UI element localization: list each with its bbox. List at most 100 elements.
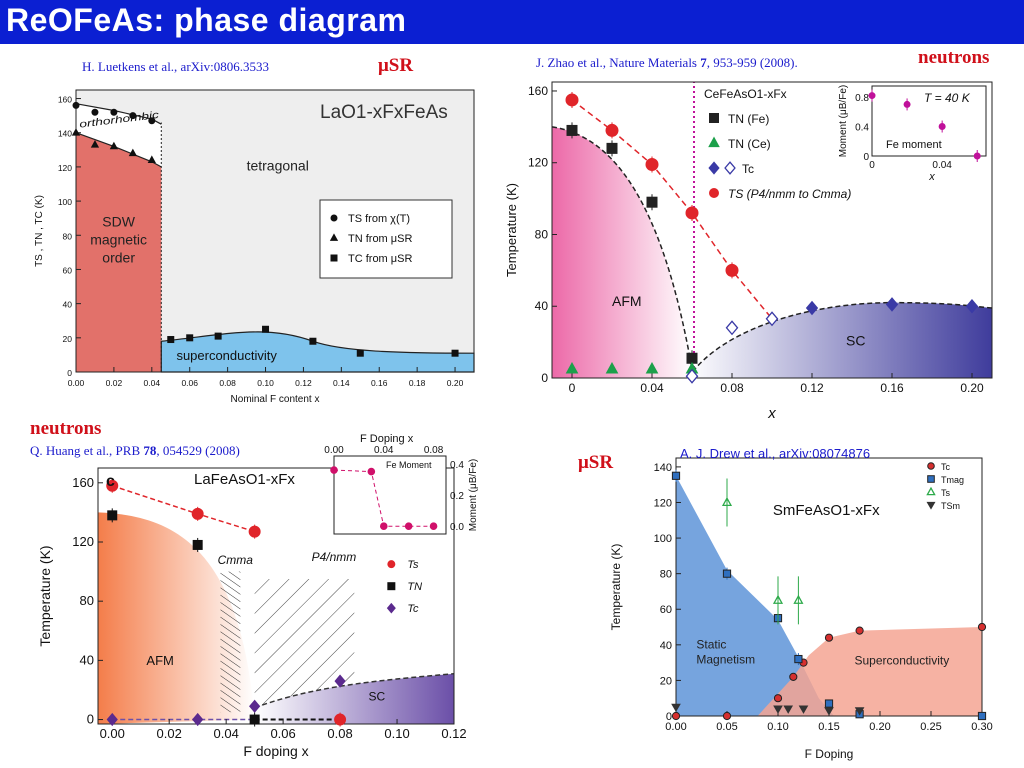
br-point bbox=[722, 569, 732, 578]
tl-point bbox=[129, 112, 137, 120]
bl-x-axis-label: F doping x bbox=[243, 743, 308, 759]
tr-sc-region bbox=[688, 302, 992, 378]
tl-point bbox=[71, 128, 81, 136]
br-point bbox=[721, 496, 733, 507]
br-x-axis-label: F Doping bbox=[805, 747, 854, 761]
bl-point bbox=[191, 507, 204, 520]
bl-y-axis-label: Temperature (K) bbox=[37, 545, 53, 646]
bl-point bbox=[192, 539, 203, 550]
tr-legend-marker bbox=[709, 113, 719, 123]
bl-inset-label: Fe Moment bbox=[386, 460, 432, 470]
br-legend-marker bbox=[926, 501, 936, 510]
br-sc-region bbox=[757, 627, 982, 716]
tr-inset-point bbox=[868, 92, 876, 100]
bl-x-tick-label: 0.02 bbox=[157, 726, 182, 741]
br-sc-label: Superconductivity bbox=[855, 653, 950, 667]
tr-point bbox=[646, 196, 658, 208]
br-x-tick-label: 0.00 bbox=[665, 721, 686, 733]
tr-ts-line bbox=[571, 99, 773, 320]
tr-legend-label: Tc bbox=[742, 162, 754, 176]
tl-point bbox=[186, 334, 194, 342]
tr-point bbox=[645, 361, 659, 374]
tl-orthorhombic-region bbox=[76, 103, 162, 167]
tr-point bbox=[605, 361, 619, 374]
citation-bottom-left-vol: 78 bbox=[143, 443, 157, 458]
chart-top-left: 0.00 0.02 0.04 0.06 0.08 0.10 0.12 0.14 0.16 0.18… bbox=[34, 89, 475, 405]
tr-x-tick-label: 0.08 bbox=[720, 381, 744, 395]
bl-legend-marker bbox=[386, 602, 396, 614]
bl-legend-label: TN bbox=[407, 581, 422, 593]
tl-point bbox=[72, 101, 80, 109]
tr-inset-point bbox=[938, 123, 946, 131]
tl-legend bbox=[319, 199, 453, 279]
tl-point bbox=[356, 349, 364, 357]
tl-point bbox=[109, 141, 119, 150]
bl-legend-marker bbox=[387, 560, 396, 569]
bl-point bbox=[334, 713, 347, 726]
tl-y-tick-label: 40 bbox=[63, 300, 73, 310]
br-y-tick-label: 140 bbox=[654, 462, 672, 474]
br-y-tick-label: 120 bbox=[654, 497, 672, 509]
tl-sc-label: superconductivity bbox=[176, 348, 277, 363]
bl-point bbox=[249, 699, 261, 713]
br-y-axis-label: Temperature (K) bbox=[609, 544, 623, 631]
tr-x-tick-label: 0.12 bbox=[800, 381, 824, 395]
br-point bbox=[855, 626, 864, 635]
citation-top-left: H. Luetkens et al., arXiv:0806.3533 bbox=[82, 59, 270, 74]
tr-point bbox=[565, 361, 579, 374]
bl-x-tick-label: 0.06 bbox=[270, 726, 295, 741]
br-point bbox=[977, 622, 987, 632]
tl-point bbox=[147, 155, 156, 163]
tr-point bbox=[685, 368, 699, 384]
bl-x-tick-label: 0.12 bbox=[441, 726, 466, 741]
br-point bbox=[794, 654, 803, 664]
tr-afm-boundary bbox=[551, 126, 693, 370]
bl-inset-y-tick: 0.2 bbox=[450, 491, 464, 502]
page-title: ReOFeAs: phase diagram bbox=[6, 2, 407, 38]
tl-y-tick-label: 140 bbox=[58, 129, 72, 139]
bl-x-tick-label: 0.00 bbox=[100, 726, 125, 741]
br-y-tick-label: 0 bbox=[666, 711, 672, 723]
tr-y-axis-label: Temperature (K) bbox=[504, 183, 519, 277]
br-legend-marker bbox=[926, 486, 936, 496]
tr-point bbox=[565, 93, 579, 107]
bl-afm-label: AFM bbox=[146, 653, 173, 668]
br-legend-label: Tc bbox=[941, 462, 951, 472]
tl-point bbox=[90, 140, 100, 148]
tl-x-tick-label: 0.16 bbox=[371, 378, 388, 388]
bl-cmma-label: Cmma bbox=[218, 553, 254, 567]
tl-tetragonal-label: tetragonal bbox=[247, 157, 309, 173]
citation-top-right: J. Zhao et al., Nature Materials 7, 953-… bbox=[536, 55, 798, 71]
bl-legend-label: Tc bbox=[407, 603, 419, 615]
tr-x-tick-label: 0.16 bbox=[880, 381, 904, 395]
br-point bbox=[671, 471, 681, 480]
br-legend-label: TSm bbox=[941, 501, 960, 511]
tl-x-tick-label: 0.18 bbox=[409, 378, 426, 388]
br-x-tick-label: 0.20 bbox=[869, 721, 890, 733]
br-chart-title: SmFeAsO1-xFx bbox=[773, 502, 880, 519]
bl-inset-x-tick: 0.04 bbox=[374, 445, 394, 456]
bl-point bbox=[106, 712, 118, 727]
tr-y-tick-label: 120 bbox=[528, 156, 548, 170]
br-point bbox=[789, 672, 798, 681]
bl-sc-label: SC bbox=[369, 689, 386, 703]
tr-x-tick-label: 0.04 bbox=[640, 381, 664, 395]
tl-point bbox=[451, 349, 459, 357]
tr-point bbox=[965, 298, 979, 314]
bl-p4nmm-label: P4/nmm bbox=[312, 550, 357, 564]
tl-sdw-label: magnetic bbox=[90, 232, 147, 248]
tr-point bbox=[566, 124, 578, 136]
bl-afm-region bbox=[98, 512, 255, 724]
tr-inset-y-tick: 0.8 bbox=[855, 93, 869, 104]
tr-legend-label: TS (P4/nmm to Cmma) bbox=[728, 187, 851, 201]
br-y-tick-label: 80 bbox=[660, 569, 672, 581]
tr-point bbox=[805, 300, 819, 316]
bl-panel-letter: c bbox=[106, 473, 115, 490]
br-point bbox=[722, 711, 732, 721]
bl-inset-point bbox=[404, 522, 413, 530]
tr-legend-marker bbox=[709, 188, 719, 198]
tr-y-tick-label: 160 bbox=[528, 84, 548, 98]
bl-legend-label: Ts bbox=[407, 559, 419, 571]
tr-legend-marker bbox=[708, 136, 720, 148]
tl-y-axis-label: TS , TN , TC (K) bbox=[34, 195, 45, 267]
